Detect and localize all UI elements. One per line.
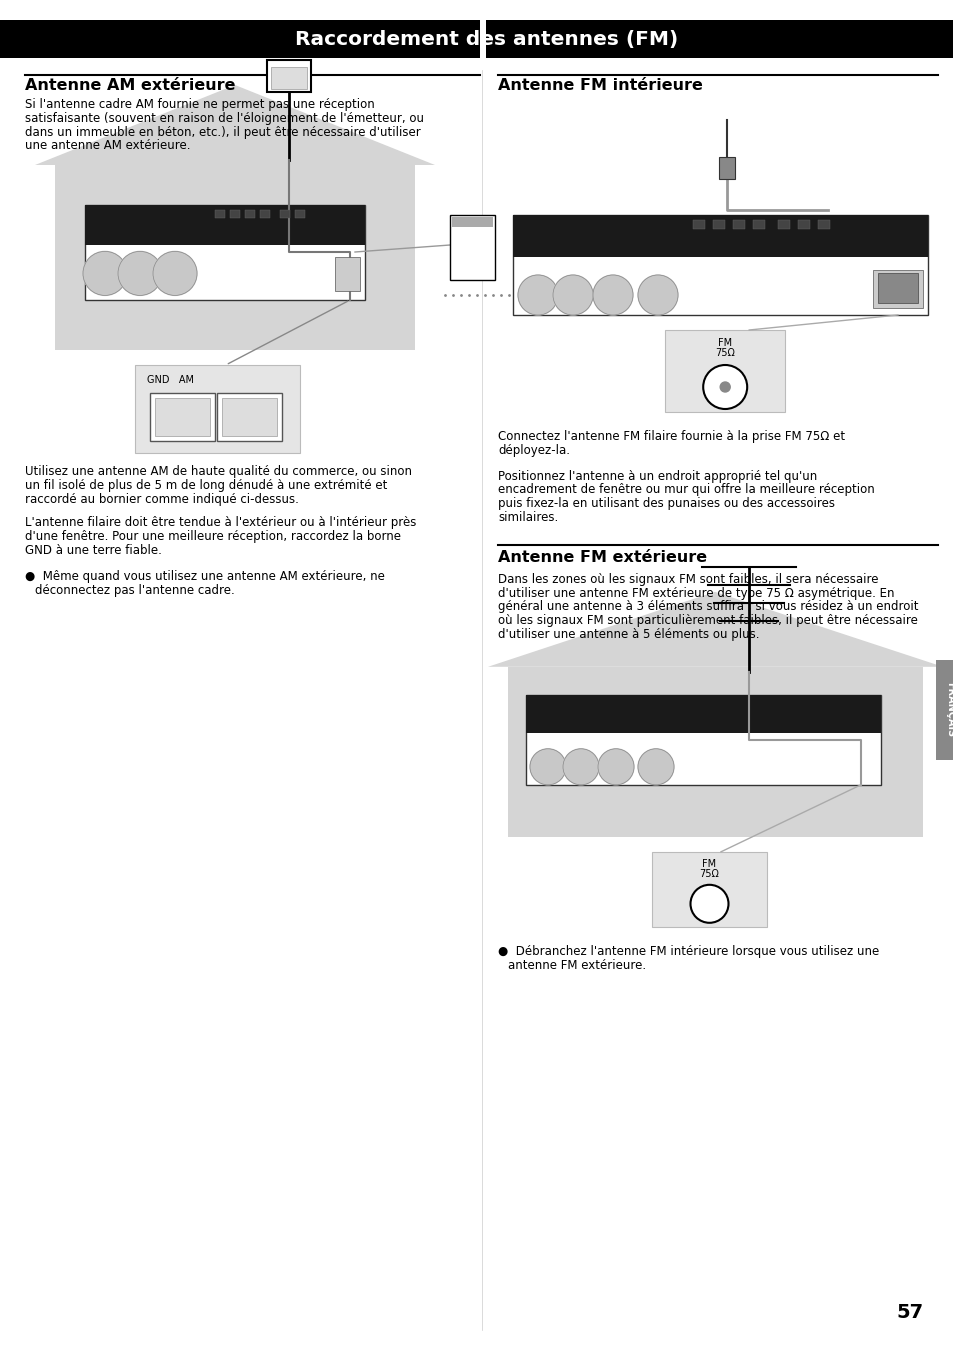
Bar [0,20,479,58]
Bar [664,329,784,412]
Text: déconnectez pas l'antenne cadre.: déconnectez pas l'antenne cadre. [35,583,234,597]
Bar [507,667,923,837]
Bar [752,220,764,230]
Bar [692,220,704,230]
Text: FM: FM [718,338,732,348]
Circle shape [517,275,558,315]
Circle shape [720,382,729,391]
Text: satisfaisante (souvent en raison de l'éloignement de l'émetteur, ou: satisfaisante (souvent en raison de l'él… [25,112,423,124]
Bar [712,220,724,230]
Bar [280,211,290,217]
Circle shape [593,275,633,315]
Bar [525,695,880,733]
Bar [732,220,744,230]
Bar [877,273,917,302]
Bar [778,220,789,230]
Circle shape [690,884,728,923]
Text: d'utiliser une antenne à 5 éléments ou plus.: d'utiliser une antenne à 5 éléments ou p… [497,628,759,641]
Circle shape [530,749,565,784]
Bar [513,215,927,256]
Text: Antenne FM extérieure: Antenne FM extérieure [497,549,706,564]
Bar [450,215,495,279]
Bar [135,364,299,454]
Text: dans un immeuble en béton, etc.), il peut être nécessaire d'utiliser: dans un immeuble en béton, etc.), il peu… [25,126,420,139]
Bar [485,20,953,58]
Text: Raccordement des antennes (FM): Raccordement des antennes (FM) [295,30,678,49]
Text: Antenne AM extérieure: Antenne AM extérieure [25,78,235,93]
Bar [479,18,483,59]
Bar [260,211,270,217]
Text: Dans les zones où les signaux FM sont faibles, il sera nécessaire: Dans les zones où les signaux FM sont fa… [497,572,878,586]
Bar [335,258,359,290]
Polygon shape [488,591,942,667]
Bar [817,220,829,230]
Bar [513,215,927,315]
Circle shape [152,251,196,296]
Text: 57: 57 [896,1303,923,1322]
Bar [872,270,923,308]
Circle shape [638,749,673,784]
Text: GND à une terre fiable.: GND à une terre fiable. [25,544,162,558]
Text: raccordé au bornier comme indiqué ci-dessus.: raccordé au bornier comme indiqué ci-des… [25,493,298,506]
Text: FRANÇAIS: FRANÇAIS [944,683,953,737]
Bar [271,68,307,89]
Bar [479,18,485,59]
Bar [245,211,254,217]
Bar [85,205,365,300]
Bar [651,852,766,927]
Text: Utilisez une antenne AM de haute qualité du commerce, ou sinon: Utilisez une antenne AM de haute qualité… [25,464,412,478]
Text: FM: FM [701,859,716,869]
Bar [935,660,953,760]
Text: similaires.: similaires. [497,512,558,524]
Text: encadrement de fenêtre ou mur qui offre la meilleure réception: encadrement de fenêtre ou mur qui offre … [497,483,874,497]
Text: GND   AM: GND AM [147,375,193,385]
Circle shape [638,275,678,315]
Circle shape [553,275,593,315]
Bar [154,398,210,436]
Text: ●  Même quand vous utilisez une antenne AM extérieure, ne: ● Même quand vous utilisez une antenne A… [25,570,384,583]
Bar [294,211,305,217]
Bar [85,205,365,244]
Circle shape [118,251,162,296]
Bar [525,695,880,784]
Bar [222,398,276,436]
Text: puis fixez-la en utilisant des punaises ou des accessoires: puis fixez-la en utilisant des punaises … [497,497,834,510]
Polygon shape [35,85,435,165]
Bar [230,211,240,217]
Text: un fil isolé de plus de 5 m de long dénudé à une extrémité et: un fil isolé de plus de 5 m de long dénu… [25,479,387,491]
Bar [718,157,734,180]
Text: une antenne AM extérieure.: une antenne AM extérieure. [25,139,191,153]
Text: 75Ω: 75Ω [715,348,735,358]
Bar [214,211,225,217]
Text: Antenne FM intérieure: Antenne FM intérieure [497,78,702,93]
Bar [55,165,415,350]
Text: d'utiliser une antenne FM extérieure de type 75 Ω asymétrique. En: d'utiliser une antenne FM extérieure de … [497,587,894,599]
Circle shape [83,251,127,296]
Bar [216,393,282,441]
Text: antenne FM extérieure.: antenne FM extérieure. [507,958,645,972]
Text: général une antenne à 3 éléments suffira ; si vous résidez à un endroit: général une antenne à 3 éléments suffira… [497,601,918,613]
Text: Connectez l'antenne FM filaire fournie à la prise FM 75Ω et: Connectez l'antenne FM filaire fournie à… [497,431,844,443]
Text: où les signaux FM sont particulièrement faibles, il peut être nécessaire: où les signaux FM sont particulièrement … [497,614,917,628]
Text: 75Ω: 75Ω [699,869,719,879]
Circle shape [702,364,746,409]
Bar [267,59,311,92]
Circle shape [562,749,598,784]
Circle shape [598,749,634,784]
Text: Si l'antenne cadre AM fournie ne permet pas une réception: Si l'antenne cadre AM fournie ne permet … [25,99,375,111]
Text: ●  Débranchez l'antenne FM intérieure lorsque vous utilisez une: ● Débranchez l'antenne FM intérieure lor… [497,945,879,957]
Text: déployez-la.: déployez-la. [497,444,569,456]
Text: L'antenne filaire doit être tendue à l'extérieur ou à l'intérieur près: L'antenne filaire doit être tendue à l'e… [25,517,416,529]
Bar [452,217,493,227]
Text: d'une fenêtre. Pour une meilleure réception, raccordez la borne: d'une fenêtre. Pour une meilleure récept… [25,531,400,543]
Bar [797,220,809,230]
Text: Positionnez l'antenne à un endroit approprié tel qu'un: Positionnez l'antenne à un endroit appro… [497,470,817,482]
Bar [150,393,214,441]
